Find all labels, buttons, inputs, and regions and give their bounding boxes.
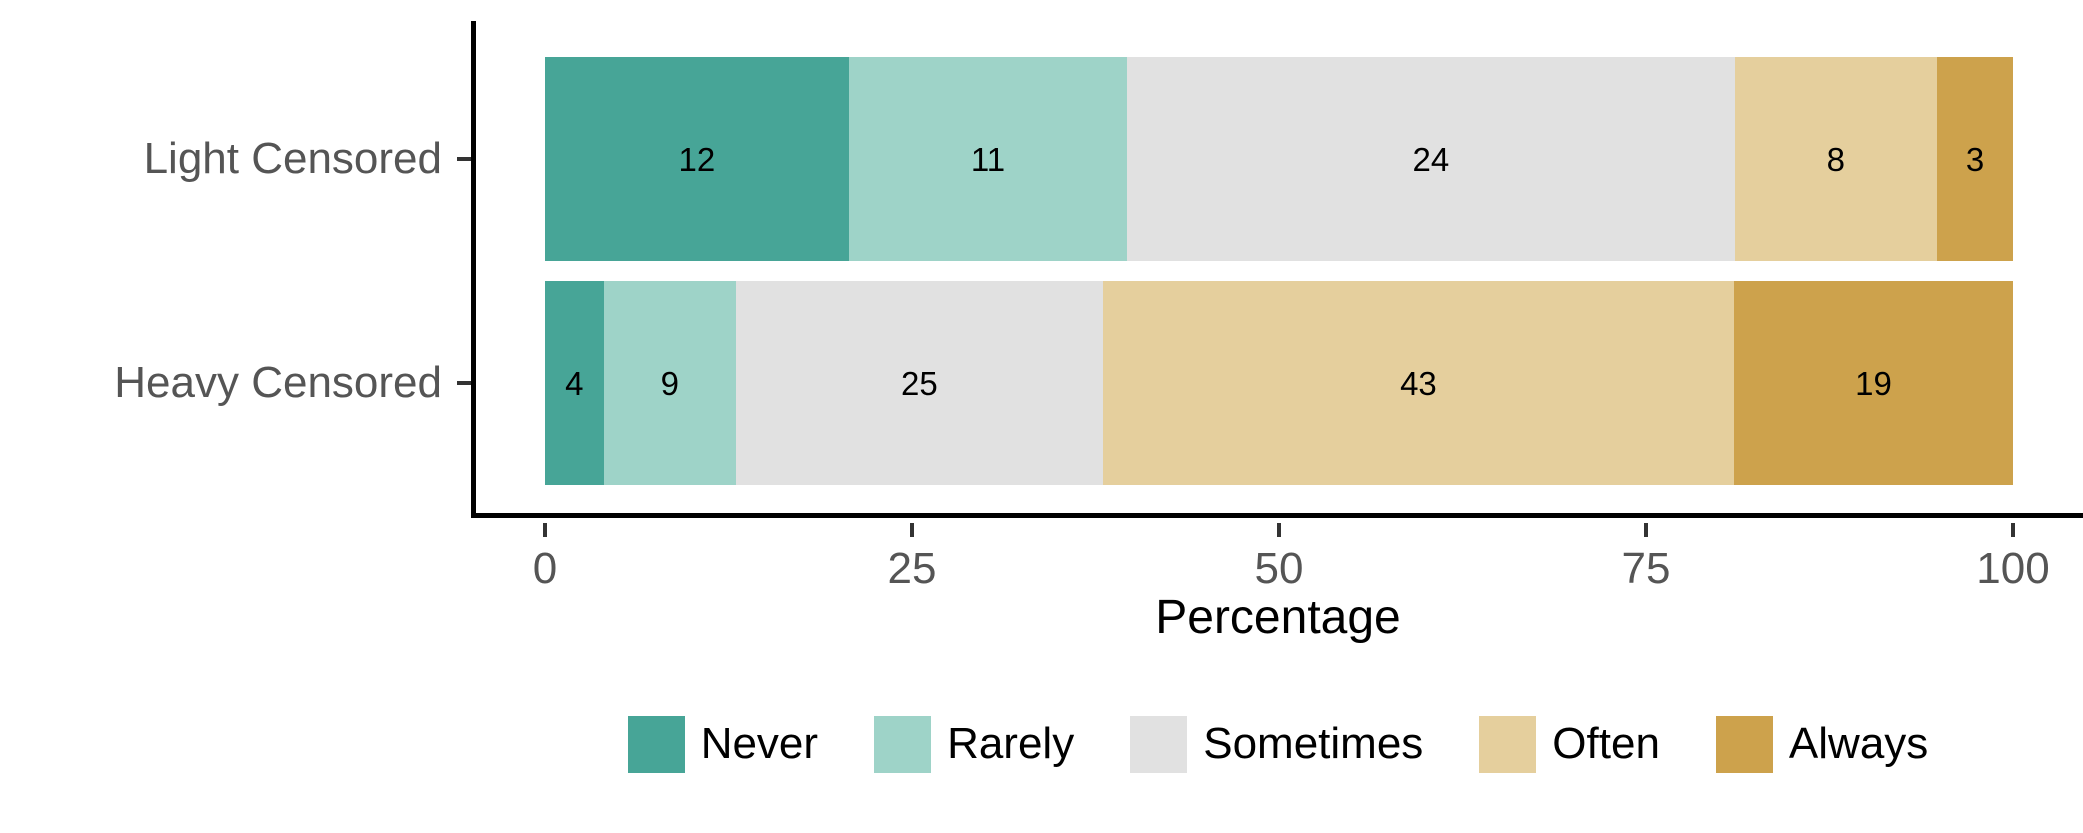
bar-segment-sometimes: 24 <box>1127 57 1735 261</box>
legend-item-often: Often <box>1479 715 1660 773</box>
segment-value-label: 8 <box>1826 140 1846 178</box>
x-tick-label-50: 50 <box>1254 544 1304 593</box>
x-axis-tick <box>1277 523 1281 537</box>
legend-item-rarely: Rarely <box>874 715 1075 773</box>
legend-swatch-often <box>1479 715 1537 773</box>
y-axis-label-light-censored: Light Censored <box>143 134 442 183</box>
legend-label: Rarely <box>947 719 1075 768</box>
bar-segment-never: 12 <box>545 57 849 261</box>
legend-label: Often <box>1552 719 1660 768</box>
y-axis-tick <box>457 381 471 385</box>
bar-segment-always: 3 <box>1937 57 2013 261</box>
bar-light-censored: 12 11 24 8 3 <box>545 57 2013 261</box>
x-tick-label-100: 100 <box>1976 544 2050 593</box>
x-tick-label-75: 75 <box>1621 544 1671 593</box>
legend-item-sometimes: Sometimes <box>1130 715 1424 773</box>
bar-segment-always: 19 <box>1734 281 2013 485</box>
x-axis-tick <box>2011 523 2015 537</box>
x-tick-label-25: 25 <box>887 544 937 593</box>
legend-swatch-always <box>1715 715 1773 773</box>
legend-swatch-never <box>627 715 685 773</box>
bar-segment-often: 8 <box>1734 57 1938 261</box>
x-tick-label-0: 0 <box>532 544 558 593</box>
x-axis-tick <box>1644 523 1648 537</box>
segment-value-label: 9 <box>660 364 679 402</box>
bar-segment-sometimes: 25 <box>735 281 1103 485</box>
bar-segment-never: 4 <box>545 281 604 485</box>
plot-panel: 12 11 24 8 3 4 9 25 43 <box>471 21 2083 518</box>
legend-swatch-sometimes <box>1130 715 1188 773</box>
segment-value-label: 25 <box>900 364 938 402</box>
legend-item-never: Never <box>627 715 819 773</box>
legend-item-always: Always <box>1715 715 1929 773</box>
legend: Never Rarely Sometimes Often Always <box>473 714 2083 774</box>
legend-swatch-rarely <box>874 715 932 773</box>
segment-value-label: 11 <box>970 140 1006 178</box>
x-axis-title: Percentage <box>1155 591 1401 644</box>
legend-label: Sometimes <box>1203 719 1424 768</box>
bar-segment-often: 43 <box>1102 281 1735 485</box>
segment-value-label: 3 <box>1965 140 1985 178</box>
legend-label: Always <box>1788 719 1929 768</box>
bar-segment-rarely: 11 <box>848 57 1128 261</box>
y-axis-labels: Light Censored Heavy Censored <box>0 0 450 560</box>
x-axis-tick <box>543 523 547 537</box>
segment-value-label: 43 <box>1400 364 1437 402</box>
bars-area: 12 11 24 8 3 4 9 25 43 <box>545 21 2013 513</box>
segment-value-label: 19 <box>1855 364 1892 402</box>
segment-value-label: 12 <box>678 140 716 178</box>
x-axis-tick <box>910 523 914 537</box>
bar-segment-rarely: 9 <box>603 281 736 485</box>
y-axis-tick <box>457 157 471 161</box>
bar-heavy-censored: 4 9 25 43 19 <box>545 281 2013 485</box>
segment-value-label: 24 <box>1412 140 1450 178</box>
y-axis-label-heavy-censored: Heavy Censored <box>114 358 442 407</box>
segment-value-label: 4 <box>565 364 584 402</box>
legend-label: Never <box>700 719 819 768</box>
